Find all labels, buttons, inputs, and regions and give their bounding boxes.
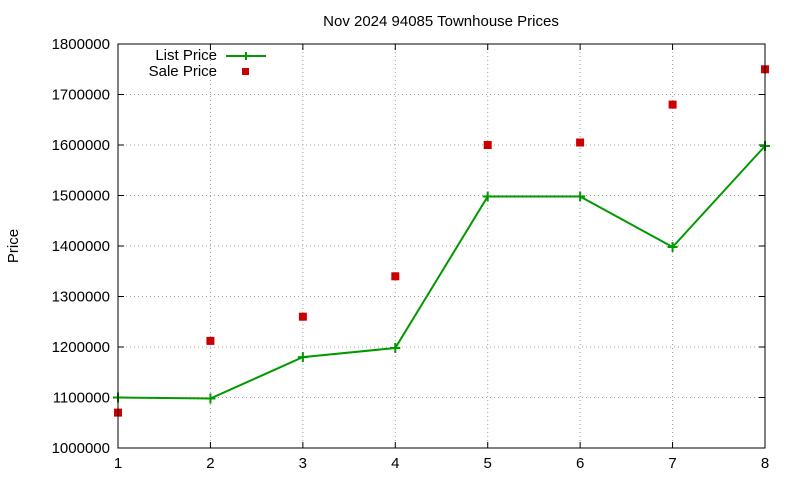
x-tick-label: 1 (114, 455, 122, 472)
x-tick-label: 2 (206, 455, 214, 472)
sale-price-point (391, 272, 400, 281)
list-price-point (205, 393, 216, 404)
y-tick-label: 1700000 (52, 87, 110, 104)
legend-label-sale-price: Sale Price (149, 63, 217, 80)
y-tick-label: 1400000 (52, 238, 110, 255)
y-tick-label: 1000000 (52, 440, 110, 457)
x-tick-label: 3 (299, 455, 307, 472)
x-axis-ticks: 1 2 3 4 5 6 7 8 (114, 44, 769, 472)
list-price-point (297, 352, 308, 363)
series-layer (113, 65, 770, 417)
y-tick-label: 1100000 (53, 390, 110, 407)
legend: List Price Sale Price (149, 47, 266, 80)
y-tick-label: 1300000 (52, 289, 110, 306)
y-tick-label: 1200000 (52, 339, 110, 356)
x-tick-label: 8 (761, 455, 769, 472)
chart-title: Nov 2024 94085 Townhouse Prices (323, 13, 559, 30)
y-axis-ticks: 1000000 1100000 1200000 1300000 1400000 15000… (52, 36, 765, 457)
sale-price-point (298, 312, 307, 321)
list-price-point (667, 242, 678, 253)
x-tick-label: 6 (576, 455, 584, 472)
legend-marker-list-price (242, 52, 250, 60)
series-line-list-price (117, 145, 766, 400)
list-price-point (482, 191, 493, 202)
legend-label-list-price: List Price (155, 47, 217, 64)
x-tick-label: 7 (668, 455, 676, 472)
x-tick-label: 5 (484, 455, 492, 472)
sale-price-point (668, 100, 677, 109)
sale-price-point (576, 138, 585, 147)
x-tick-label: 4 (391, 455, 399, 472)
y-tick-label: 1600000 (52, 137, 110, 154)
y-tick-label: 1500000 (52, 188, 110, 205)
plot-frame (117, 43, 766, 449)
y-axis-label: Price (5, 229, 22, 263)
sale-price-point (483, 141, 492, 149)
grid (117, 43, 766, 449)
legend-marker-sale-price (242, 68, 249, 75)
y-tick-label: 1800000 (52, 36, 110, 53)
list-price-point (575, 191, 586, 202)
list-price-point (390, 343, 401, 354)
sale-price-point (206, 336, 215, 345)
